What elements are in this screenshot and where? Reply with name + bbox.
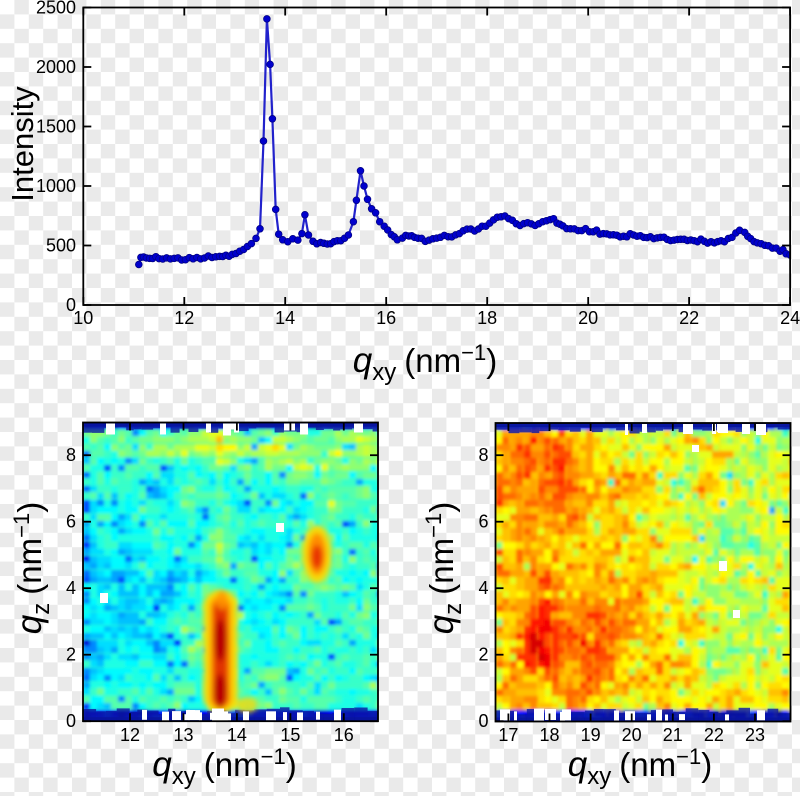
svg-text:22: 22: [704, 725, 724, 745]
svg-text:17: 17: [498, 725, 518, 745]
svg-text:0: 0: [66, 711, 76, 731]
svg-text:4: 4: [478, 578, 488, 598]
svg-text:23: 23: [745, 725, 765, 745]
svg-text:4: 4: [66, 578, 76, 598]
svg-text:10: 10: [73, 308, 93, 328]
svg-text:16: 16: [376, 308, 396, 328]
svg-text:14: 14: [227, 725, 247, 745]
svg-text:20: 20: [578, 308, 598, 328]
svg-text:14: 14: [275, 308, 295, 328]
svg-text:qz(nm−1): qz(nm−1): [421, 502, 467, 634]
svg-text:22: 22: [679, 308, 699, 328]
svg-text:1500: 1500: [36, 117, 76, 137]
svg-text:2: 2: [478, 645, 488, 665]
svg-text:qxy(nm−1): qxy (nm−1): [568, 744, 712, 790]
svg-text:16: 16: [334, 725, 354, 745]
svg-text:6: 6: [478, 512, 488, 532]
svg-text:0: 0: [66, 295, 76, 315]
svg-text:18: 18: [539, 725, 559, 745]
svg-text:qxy(nm−1): qxy (nm−1): [152, 744, 296, 790]
svg-text:Intensity: Intensity: [5, 86, 40, 202]
svg-text:15: 15: [280, 725, 300, 745]
svg-text:19: 19: [581, 725, 601, 745]
svg-text:13: 13: [173, 725, 193, 745]
svg-text:12: 12: [174, 308, 194, 328]
svg-text:qxy(nm−1): qxy (nm−1): [353, 340, 497, 386]
svg-text:500: 500: [46, 236, 76, 256]
svg-text:6: 6: [66, 512, 76, 532]
svg-text:qz(nm−1): qz(nm−1): [9, 502, 55, 634]
svg-text:18: 18: [477, 308, 497, 328]
svg-text:8: 8: [478, 445, 488, 465]
svg-text:12: 12: [120, 725, 140, 745]
svg-text:8: 8: [66, 445, 76, 465]
svg-text:0: 0: [478, 711, 488, 731]
svg-text:24: 24: [780, 308, 800, 328]
svg-text:1000: 1000: [36, 176, 76, 196]
svg-text:2000: 2000: [36, 57, 76, 77]
svg-text:2500: 2500: [36, 0, 76, 18]
svg-text:21: 21: [663, 725, 683, 745]
svg-text:2: 2: [66, 645, 76, 665]
svg-text:20: 20: [622, 725, 642, 745]
